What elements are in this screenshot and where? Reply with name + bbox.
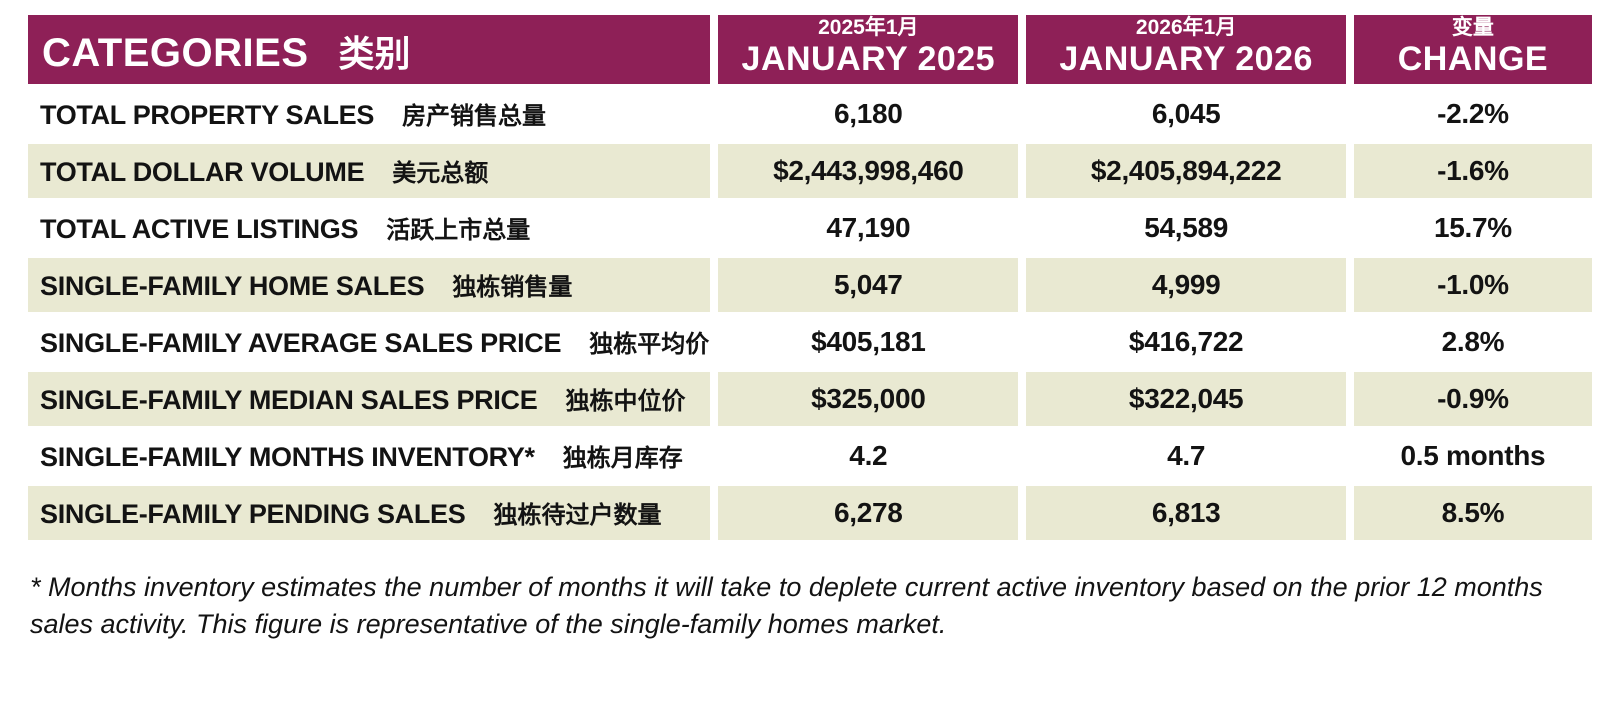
category-label-zh: 独栋销售量 — [452, 274, 573, 302]
jan-2026-value: 4,999 — [1026, 257, 1346, 312]
change-value: 8.5% — [1353, 485, 1592, 540]
header-cell-january-2025: 2025年1月 JANUARY 2025 — [718, 15, 1019, 84]
category-label-en: SINGLE-FAMILY MONTHS INVENTORY* — [40, 442, 535, 473]
category-label-en: SINGLE-FAMILY AVERAGE SALES PRICE — [40, 328, 562, 359]
category-cell: SINGLE-FAMILY MEDIAN SALES PRICE 独栋中位价 — [28, 371, 711, 426]
category-label-en: TOTAL ACTIVE LISTINGS — [40, 214, 359, 245]
table-row-single-family-pending-sales: SINGLE-FAMILY PENDING SALES 独栋待过户数量 6,278… — [28, 485, 1592, 540]
change-value: 15.7% — [1353, 200, 1592, 255]
category-cell: TOTAL ACTIVE LISTINGS 活跃上市总量 — [28, 200, 711, 255]
footnote: * Months inventory estimates the number … — [30, 569, 1590, 644]
category-label-zh: 独栋月库存 — [562, 445, 683, 473]
footnote-line-1: * Months inventory estimates the number … — [30, 571, 1543, 602]
header-change-en: CHANGE — [1397, 40, 1549, 79]
footnote-line-2: sales activity. This figure is represent… — [30, 608, 947, 639]
jan-2026-value: 4.7 — [1026, 428, 1346, 483]
header-jan2025-zh: 2025年1月 — [818, 16, 919, 39]
category-cell: SINGLE-FAMILY HOME SALES 独栋销售量 — [28, 257, 711, 312]
category-label-zh: 房产销售总量 — [402, 103, 547, 131]
category-label-zh: 独栋平均价 — [589, 331, 710, 359]
category-cell: TOTAL DOLLAR VOLUME 美元总额 — [28, 143, 711, 198]
category-label-en: TOTAL PROPERTY SALES — [40, 100, 375, 131]
category-cell: SINGLE-FAMILY MONTHS INVENTORY* 独栋月库存 — [28, 428, 711, 483]
jan-2026-value: 6,813 — [1026, 485, 1346, 540]
header-cell-january-2026: 2026年1月 JANUARY 2026 — [1026, 15, 1346, 84]
category-label-en: SINGLE-FAMILY HOME SALES — [40, 271, 425, 302]
category-label-en: SINGLE-FAMILY PENDING SALES — [40, 499, 466, 530]
category-label-zh: 独栋待过户数量 — [493, 502, 662, 530]
header-jan2026-zh: 2026年1月 — [1135, 16, 1237, 39]
jan-2025-value: 4.2 — [718, 428, 1019, 483]
table-row-single-family-median-sales-price: SINGLE-FAMILY MEDIAN SALES PRICE 独栋中位价 $3… — [28, 371, 1592, 426]
header-cell-categories: CATEGORIES 类别 — [28, 15, 711, 84]
jan-2026-value: 54,589 — [1026, 200, 1346, 255]
category-cell: SINGLE-FAMILY AVERAGE SALES PRICE 独栋平均价 — [28, 314, 711, 369]
jan-2025-value: 6,278 — [718, 485, 1019, 540]
jan-2026-value: $322,045 — [1026, 371, 1346, 426]
category-label-en: TOTAL DOLLAR VOLUME — [40, 157, 365, 188]
table-row-total-property-sales: TOTAL PROPERTY SALES 房产销售总量 6,180 6,045 -… — [28, 86, 1592, 141]
category-label-en: SINGLE-FAMILY MEDIAN SALES PRICE — [40, 385, 538, 416]
market-report-page: CATEGORIES 类别 2025年1月 JANUARY 2025 2026年1… — [0, 12, 1600, 715]
change-value: 2.8% — [1353, 314, 1592, 369]
header-categories-en: CATEGORIES — [42, 30, 309, 75]
table-row-total-active-listings: TOTAL ACTIVE LISTINGS 活跃上市总量 47,190 54,58… — [28, 200, 1592, 255]
jan-2025-value: $405,181 — [718, 314, 1019, 369]
change-value: -2.2% — [1353, 86, 1592, 141]
jan-2026-value: $416,722 — [1026, 314, 1346, 369]
header-row: CATEGORIES 类别 2025年1月 JANUARY 2025 2026年1… — [28, 15, 1592, 84]
header-jan2025-en: JANUARY 2025 — [741, 40, 996, 79]
jan-2025-value: 47,190 — [718, 200, 1019, 255]
jan-2026-value: $2,405,894,222 — [1026, 143, 1346, 198]
market-stats-table: CATEGORIES 类别 2025年1月 JANUARY 2025 2026年1… — [20, 12, 1600, 543]
change-value: -0.9% — [1353, 371, 1592, 426]
jan-2025-value: 6,180 — [718, 86, 1019, 141]
table-row-single-family-months-inventory: SINGLE-FAMILY MONTHS INVENTORY* 独栋月库存 4.2… — [28, 428, 1592, 483]
category-label-zh: 活跃上市总量 — [386, 217, 531, 245]
header-change-zh: 变量 — [1451, 16, 1494, 39]
category-cell: TOTAL PROPERTY SALES 房产销售总量 — [28, 86, 711, 141]
jan-2026-value: 6,045 — [1026, 86, 1346, 141]
change-value: 0.5 months — [1353, 428, 1592, 483]
header-categories-zh: 类别 — [338, 32, 411, 74]
category-label-zh: 美元总额 — [392, 160, 489, 188]
category-label-zh: 独栋中位价 — [565, 388, 686, 416]
jan-2025-value: 5,047 — [718, 257, 1019, 312]
change-value: -1.0% — [1353, 257, 1592, 312]
table-row-single-family-home-sales: SINGLE-FAMILY HOME SALES 独栋销售量 5,047 4,99… — [28, 257, 1592, 312]
change-value: -1.6% — [1353, 143, 1592, 198]
header-jan2026-en: JANUARY 2026 — [1059, 40, 1313, 79]
jan-2025-value: $2,443,998,460 — [718, 143, 1019, 198]
category-cell: SINGLE-FAMILY PENDING SALES 独栋待过户数量 — [28, 485, 711, 540]
table-row-total-dollar-volume: TOTAL DOLLAR VOLUME 美元总额 $2,443,998,460 $… — [28, 143, 1592, 198]
table-row-single-family-average-sales-price: SINGLE-FAMILY AVERAGE SALES PRICE 独栋平均价 $… — [28, 314, 1592, 369]
header-cell-change: 变量 CHANGE — [1353, 15, 1592, 84]
jan-2025-value: $325,000 — [718, 371, 1019, 426]
